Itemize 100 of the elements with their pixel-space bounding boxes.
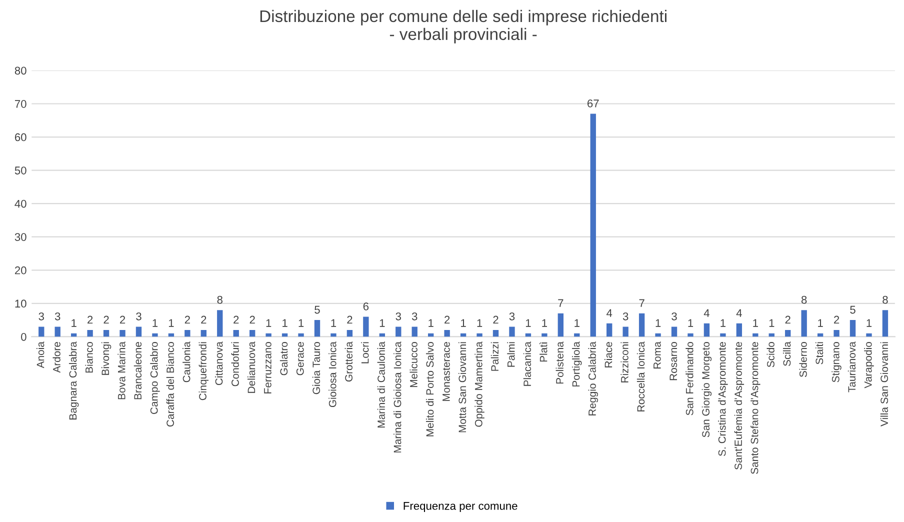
x-tick-label: Bianco — [85, 342, 93, 373]
data-label: 1 — [477, 319, 482, 327]
x-tick-label: Siderno — [799, 342, 807, 377]
data-label: 2 — [347, 316, 352, 324]
x-tick-label: Delianuova — [247, 342, 256, 393]
x-tick-label: S. Cristina d'Aspromonte — [718, 342, 728, 456]
x-tick-label: Placanica — [523, 342, 532, 386]
data-label: 2 — [493, 316, 498, 324]
bar — [492, 330, 499, 337]
data-label: 7 — [639, 299, 644, 307]
y-tick-label: 50 — [14, 166, 26, 174]
bar — [120, 330, 126, 337]
x-tick-label: Bagnara Calabra — [68, 342, 79, 420]
bar — [184, 330, 190, 337]
x-tick-label: Bivongi — [101, 342, 112, 375]
x-tick-label: Platì — [539, 342, 548, 362]
bar — [542, 333, 548, 337]
bar — [396, 326, 402, 337]
data-label: 6 — [363, 302, 369, 310]
x-tick-label: Varapodio — [864, 342, 874, 388]
data-label: 3 — [38, 312, 44, 320]
bar — [720, 333, 726, 337]
x-tick-label: Caulonia — [182, 342, 190, 382]
data-label: 2 — [234, 316, 239, 324]
x-tick-label: San Ferdinando — [686, 342, 694, 416]
data-label: 8 — [217, 296, 222, 304]
bar — [785, 330, 791, 337]
data-label: 67 — [588, 100, 599, 108]
data-label: 1 — [656, 319, 661, 327]
chart-title: Distribuzione per comune delle sedi imprese richiedenti - verbali provinciali - — [260, 10, 666, 44]
x-tick-label: Rosarno — [670, 342, 678, 380]
y-tick-label: 80 — [14, 66, 26, 75]
bar — [638, 313, 645, 337]
x-tick-label: Caraffa del Bianco — [166, 342, 174, 427]
data-label: 2 — [120, 316, 126, 324]
bar — [87, 330, 93, 337]
bar — [558, 313, 564, 337]
data-label: 1 — [152, 319, 158, 327]
x-tick-label: Palmi — [507, 342, 515, 367]
x-tick-label: Villa San Giovanni — [880, 342, 888, 426]
data-label: 1 — [818, 319, 823, 327]
bar — [136, 326, 142, 337]
x-tick-label: Locri — [361, 342, 369, 364]
data-label: 3 — [622, 312, 628, 320]
bar — [834, 330, 840, 337]
data-label: 1 — [331, 319, 336, 327]
bar — [54, 326, 60, 337]
data-label: 1 — [542, 319, 547, 327]
data-label: 1 — [720, 319, 726, 327]
data-label: 1 — [688, 319, 694, 327]
x-tick-label: Galatro — [280, 342, 288, 376]
x-tick-label: Staiti — [815, 342, 824, 364]
x-tick-label: Grotteria — [344, 342, 352, 382]
x-tick-label: Brancaleone — [134, 342, 142, 400]
x-tick-label: Gerace — [296, 342, 304, 376]
data-label: 4 — [736, 309, 742, 317]
bar — [736, 323, 742, 337]
data-label: 1 — [168, 319, 174, 327]
data-label: 3 — [672, 312, 677, 320]
data-label: 3 — [509, 312, 515, 320]
y-tick-label: 70 — [14, 100, 26, 108]
x-tick-label: Roma — [654, 342, 661, 368]
data-label: 3 — [396, 312, 401, 320]
x-tick-label: Polistena — [556, 342, 564, 384]
bar — [412, 326, 418, 337]
bar — [314, 320, 320, 337]
y-tick-label: 10 — [15, 300, 26, 308]
bar — [882, 310, 888, 337]
data-label: 8 — [801, 296, 807, 304]
data-label: 1 — [282, 319, 288, 327]
x-tick-label: Condofuri — [231, 342, 239, 386]
x-tick-label: Anoia — [36, 342, 44, 368]
data-label: 3 — [54, 312, 60, 320]
x-tick-label: Ferruzzano — [264, 342, 272, 394]
x-tick-label: Rizziconi — [620, 342, 628, 382]
x-tick-label: Marina di Caulonia — [377, 342, 385, 428]
data-label: 2 — [201, 316, 206, 324]
data-label: 1 — [298, 319, 304, 327]
bar — [509, 326, 515, 337]
data-label: 2 — [785, 316, 790, 324]
x-tick-label: Bova Marina — [118, 342, 126, 400]
x-tick-label: Motta San Giovanni — [458, 342, 466, 432]
data-label: 1 — [72, 319, 76, 327]
x-tick-label: Scilla — [783, 342, 791, 366]
data-label: 1 — [380, 319, 385, 327]
data-label: 2 — [184, 316, 190, 324]
data-label: 3 — [136, 312, 142, 320]
data-label: 4 — [606, 309, 612, 317]
data-label: 5 — [314, 306, 320, 314]
bar — [801, 310, 807, 337]
x-tick-label: Gioiosa Ionica — [328, 342, 336, 408]
bar — [606, 323, 612, 337]
bar — [444, 330, 450, 337]
data-label: 2 — [834, 316, 840, 324]
data-label: 2 — [104, 316, 109, 324]
data-label: 1 — [461, 319, 466, 327]
x-tick-label: Campo Calabro — [150, 342, 160, 414]
x-tick-label: Santo Stefano d'Aspromonte — [750, 342, 760, 474]
x-tick-label: Roccella Ionica — [636, 342, 645, 412]
bar — [103, 330, 110, 337]
